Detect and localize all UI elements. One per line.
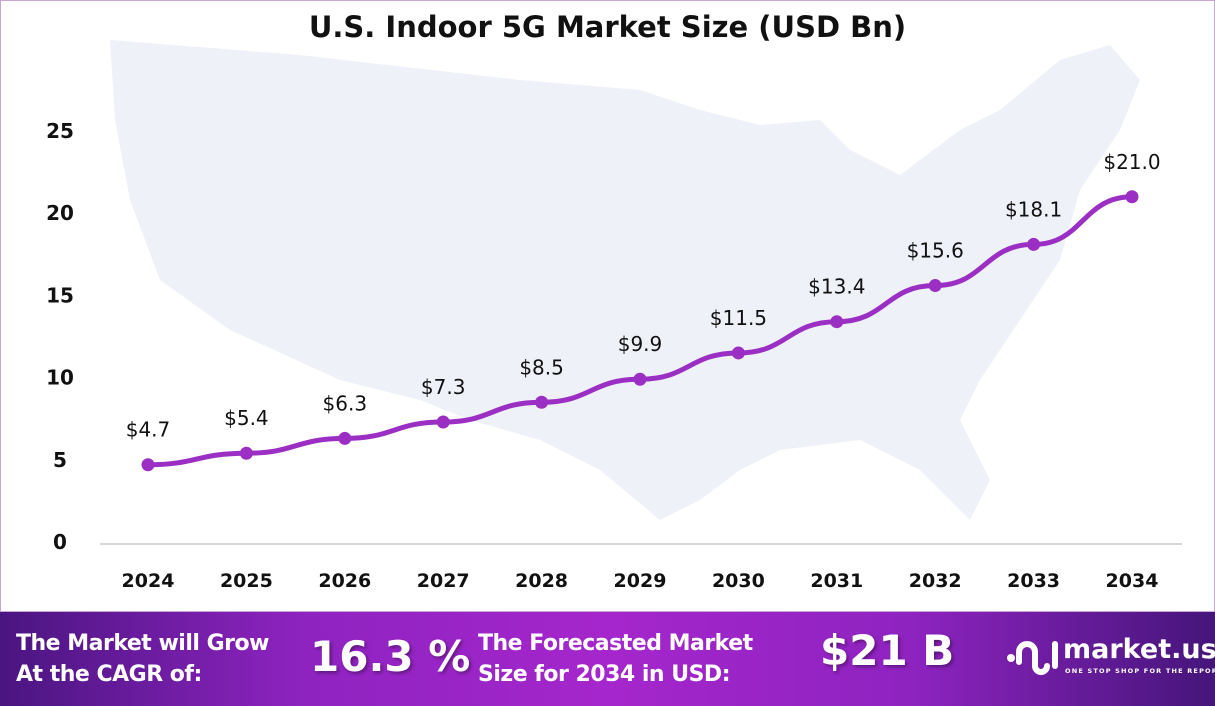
data-point (731, 346, 745, 360)
data-label: $7.3 (421, 375, 466, 399)
y-tick-label: 15 (46, 283, 74, 307)
data-label: $9.9 (618, 332, 663, 356)
x-tick-label: 2029 (614, 570, 667, 592)
x-tick-label: 2027 (417, 570, 470, 592)
forecast-label: The Forecasted Market Size for 2034 in U… (478, 628, 753, 690)
logo-tagline: ONE STOP SHOP FOR THE REPORTS (1065, 667, 1215, 675)
cagr-label: The Market will Grow At the CAGR of: (16, 628, 269, 690)
chart-title: U.S. Indoor 5G Market Size (USD Bn) (308, 10, 907, 44)
data-label: $8.5 (519, 355, 564, 379)
x-tick-label: 2030 (712, 570, 765, 592)
data-point (1027, 237, 1041, 251)
x-tick-label: 2031 (810, 570, 863, 592)
x-tick-label: 2033 (1007, 570, 1060, 592)
data-point (928, 279, 942, 293)
summary-banner: The Market will Grow At the CAGR of: 16.… (0, 612, 1215, 706)
logo-text: market.us (1063, 634, 1215, 665)
forecast-value: $21 B (820, 626, 955, 675)
cagr-label-line2: At the CAGR of: (16, 662, 202, 687)
x-tick-label: 2024 (122, 570, 175, 592)
forecast-label-line2: Size for 2034 in USD: (478, 662, 730, 687)
y-tick-label: 25 (46, 119, 74, 143)
y-tick-label: 20 (46, 201, 74, 225)
series-line (147, 194, 1133, 468)
data-label: $6.3 (323, 391, 368, 415)
data-label: $21.0 (1103, 150, 1160, 174)
data-label: $15.6 (907, 239, 964, 263)
market-us-logo: market.us ONE STOP SHOP FOR THE REPORTS (1005, 632, 1215, 682)
data-point (338, 431, 352, 445)
data-point (239, 446, 253, 460)
y-tick-label: 0 (53, 530, 67, 554)
cagr-value: 16.3 % (310, 632, 471, 681)
x-tick-label: 2028 (515, 570, 568, 592)
us-map-background (110, 40, 1140, 520)
y-tick-label: 5 (53, 448, 67, 472)
data-label: $4.7 (126, 418, 171, 442)
data-label: $5.4 (224, 406, 269, 430)
x-tick-label: 2034 (1106, 570, 1159, 592)
data-point (141, 458, 155, 472)
y-tick-label: 10 (46, 366, 74, 390)
data-label: $13.4 (808, 275, 865, 299)
cagr-label-line1: The Market will Grow (16, 631, 269, 656)
logo-mark-icon (1007, 641, 1058, 675)
x-tick-label: 2025 (220, 570, 273, 592)
data-point (830, 315, 844, 329)
x-tick-label: 2026 (318, 570, 371, 592)
forecast-label-line1: The Forecasted Market (478, 631, 753, 656)
data-label: $18.1 (1005, 197, 1062, 221)
data-label: $11.5 (710, 306, 767, 330)
data-point (436, 415, 450, 429)
data-point (1125, 190, 1139, 204)
data-point (535, 395, 549, 409)
x-tick-label: 2032 (909, 570, 962, 592)
data-point (633, 372, 647, 386)
